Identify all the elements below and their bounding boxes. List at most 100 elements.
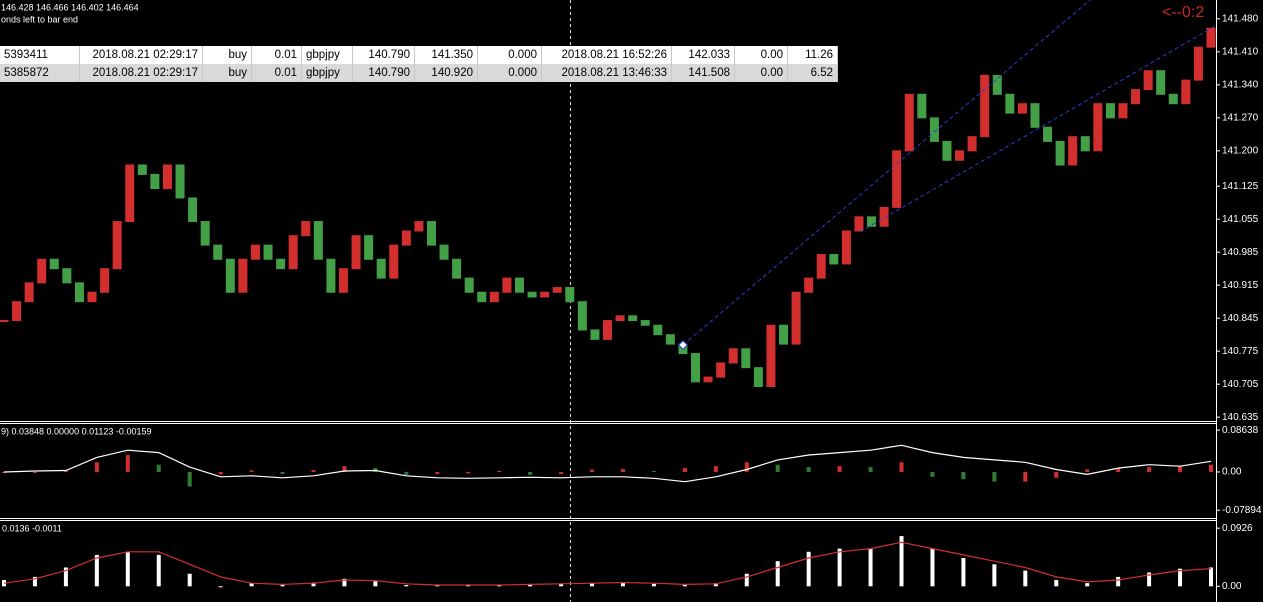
trade-cell: 140.790 <box>352 64 415 82</box>
histogram-bar <box>311 582 316 587</box>
candle <box>112 221 122 270</box>
candle <box>829 254 839 265</box>
trade-cell: 141.350 <box>414 46 478 64</box>
trade-cell: 141.508 <box>671 64 735 82</box>
candle <box>703 376 713 383</box>
candle <box>238 258 248 293</box>
marks: 141.480 141.410 141.340 141.270 141.200 141.1… <box>0 13 1262 592</box>
candle <box>577 301 587 331</box>
histogram-bar <box>837 466 842 472</box>
trade-row[interactable]: 5393411 2018.08.21 02:29:17 buy 0.01 gbpjpy 1… <box>0 46 838 64</box>
histogram-bar <box>32 471 37 473</box>
candle <box>1005 93 1015 114</box>
trade-cell: 0.00 <box>734 64 788 82</box>
histogram-bar <box>156 464 161 472</box>
candle <box>213 244 223 260</box>
candle <box>1168 93 1178 105</box>
candle <box>804 277 814 293</box>
y-tick-label: 140.635 <box>1222 412 1259 423</box>
candle <box>225 258 235 293</box>
histogram-bar <box>2 471 6 473</box>
candle <box>288 235 298 270</box>
candle <box>364 235 374 260</box>
histogram-bar <box>497 585 502 587</box>
candle <box>854 216 864 232</box>
histogram-bar <box>713 583 718 587</box>
candle <box>200 221 210 246</box>
histogram-bar <box>651 583 656 587</box>
candle <box>1030 103 1040 128</box>
anchor-point <box>678 340 688 350</box>
histogram-bar <box>651 471 656 472</box>
histogram-bar <box>899 462 904 472</box>
y-tick-label: 141.200 <box>1222 145 1259 156</box>
candle <box>12 301 22 322</box>
histogram-bar <box>125 455 130 472</box>
candle <box>640 320 650 326</box>
histogram-bar <box>775 561 780 587</box>
candle <box>917 93 927 119</box>
candle <box>628 315 638 322</box>
trade-row[interactable]: 5385872 2018.08.21 02:29:17 buy 0.01 gbpjpy 1… <box>0 64 838 82</box>
histogram-bar <box>404 471 409 475</box>
y-tick-label: 0.08638 <box>1222 425 1259 436</box>
candle <box>779 324 789 345</box>
histogram-bar <box>961 471 966 480</box>
trade-cell: 140.790 <box>352 46 415 64</box>
histogram-bar <box>311 470 316 472</box>
histogram-bar <box>1054 580 1059 587</box>
candle <box>74 282 84 303</box>
y-tick-label: -0.07894 <box>1222 505 1262 516</box>
y-tick-label: 141.055 <box>1222 214 1259 225</box>
candle <box>1118 103 1128 119</box>
candle <box>1156 70 1166 95</box>
candle <box>1143 70 1153 91</box>
candle <box>401 230 411 246</box>
trade-cell: 0.000 <box>477 46 542 64</box>
candle <box>892 150 902 208</box>
histogram-bar <box>435 471 440 474</box>
histogram-bar <box>590 583 595 587</box>
histogram-bar <box>899 536 904 587</box>
histogram-bar <box>961 558 966 587</box>
candle <box>879 206 889 227</box>
trade-cell: buy <box>202 46 252 64</box>
indicator-line <box>3 541 1212 586</box>
candle <box>716 362 726 378</box>
histogram-bar <box>156 554 161 587</box>
trade-cell: 0.01 <box>251 46 302 64</box>
y-tick-label: 140.705 <box>1222 379 1259 390</box>
candle <box>426 221 436 246</box>
candle <box>24 282 34 303</box>
candle <box>351 235 361 270</box>
candle <box>489 291 499 303</box>
histogram-bar <box>466 471 471 474</box>
y-tick-label: 0.0926 <box>1222 523 1253 534</box>
candle <box>439 244 449 260</box>
candle <box>338 268 348 293</box>
histogram-bar <box>1209 464 1213 472</box>
candle <box>867 216 877 227</box>
histogram-bar <box>497 471 502 472</box>
histogram-bar <box>868 548 873 587</box>
candle <box>1206 27 1216 48</box>
y-tick-label: 140.915 <box>1222 280 1259 291</box>
indicator-line <box>3 444 1212 483</box>
histogram-bar <box>373 581 378 587</box>
histogram-bar <box>1023 471 1028 482</box>
candle <box>1181 79 1191 105</box>
histogram-bar <box>1178 466 1183 472</box>
ohlc-readout: 146.428 146.466 146.402 146.464 <box>1 2 139 12</box>
histogram-bar <box>249 470 254 472</box>
candle <box>615 315 625 322</box>
candle <box>125 164 135 223</box>
histogram-bar <box>528 584 533 587</box>
histogram-bar <box>806 551 811 587</box>
trade-cell: buy <box>202 64 252 82</box>
candle <box>162 164 172 190</box>
candle <box>1068 136 1078 166</box>
candle <box>87 291 97 303</box>
histogram-bar <box>682 468 687 472</box>
